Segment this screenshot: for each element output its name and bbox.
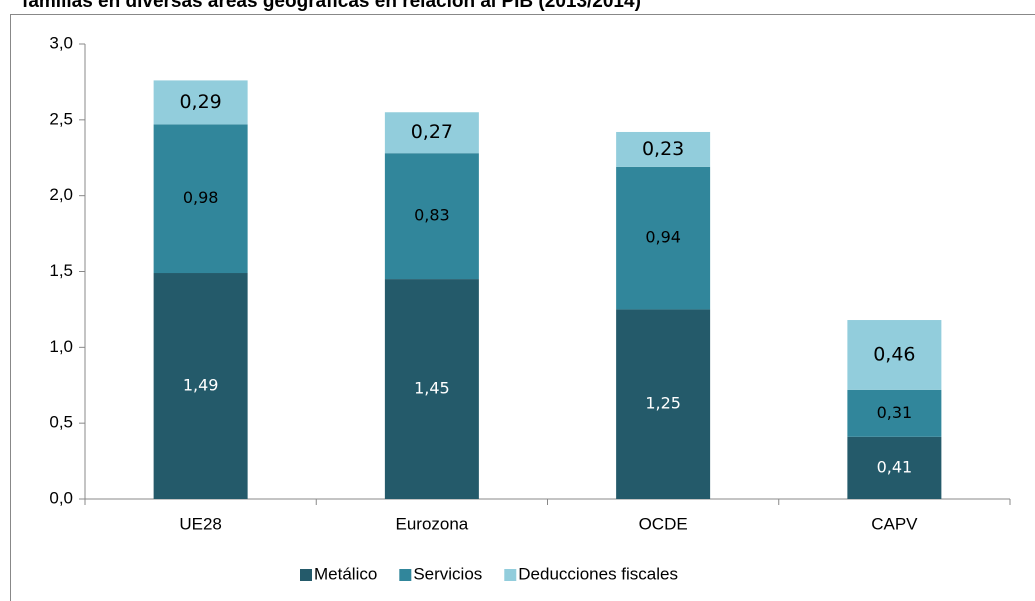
bar-segment — [384, 153, 479, 280]
x-tick-label: UE28 — [179, 514, 222, 533]
bar-segment — [847, 436, 942, 499]
bar-segment — [847, 320, 942, 390]
value-label: 0,41 — [877, 457, 913, 476]
value-label: 0,98 — [183, 188, 219, 207]
bar-segment — [616, 166, 711, 310]
value-label: 0,23 — [642, 138, 684, 160]
chart-border — [10, 14, 1035, 601]
legend-swatch — [399, 569, 412, 581]
y-tick-label: 3,0 — [49, 33, 73, 52]
x-tick-label: CAPV — [871, 514, 918, 533]
x-tick-label: OCDE — [639, 514, 688, 533]
value-label: 0,83 — [414, 206, 450, 225]
bar-segment — [384, 279, 479, 499]
y-tick-label: 0,0 — [49, 488, 73, 507]
value-label: 1,49 — [183, 376, 219, 395]
y-tick-label: 1,0 — [49, 337, 73, 356]
legend-label: Servicios — [413, 564, 482, 583]
bar-segment — [847, 389, 942, 437]
value-label: 0,94 — [645, 228, 681, 247]
bar-segment — [153, 124, 248, 274]
y-tick-label: 2,5 — [49, 109, 73, 128]
bar-segment — [153, 273, 248, 499]
bar-segment — [616, 131, 711, 167]
y-tick-label: 2,0 — [49, 185, 73, 204]
value-label: 0,27 — [411, 121, 453, 143]
legend-swatch — [504, 569, 517, 581]
chart-title: familias en diversas áreas geográficas e… — [22, 0, 641, 12]
legend-swatch — [300, 569, 312, 581]
legend-label: Metálico — [314, 564, 377, 583]
bar-segment — [616, 309, 711, 499]
value-label: 1,45 — [414, 379, 450, 398]
x-tick-label: Eurozona — [395, 514, 468, 533]
legend-label: Deducciones fiscales — [518, 564, 678, 583]
value-label: 1,25 — [645, 394, 681, 413]
y-tick-label: 1,5 — [49, 261, 73, 280]
value-label: 0,29 — [179, 91, 221, 113]
y-tick-label: 0,5 — [49, 413, 73, 432]
value-label: 0,31 — [877, 403, 913, 422]
bar-segment — [153, 80, 248, 125]
value-label: 0,46 — [873, 343, 915, 365]
bar-segment — [384, 112, 479, 154]
